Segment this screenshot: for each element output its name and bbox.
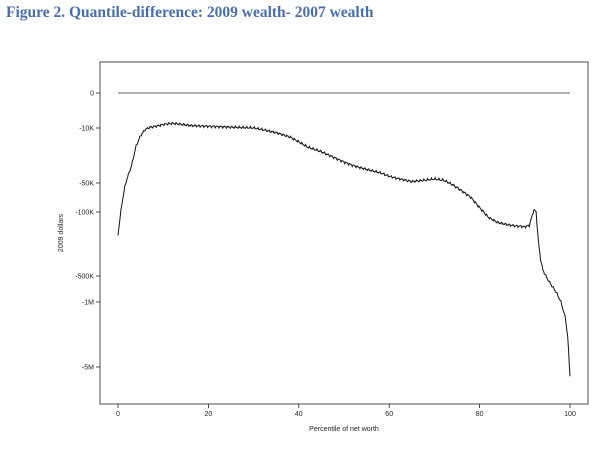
y-tick-label: -5M — [82, 365, 94, 372]
x-axis: 0 20 40 60 80 100 — [116, 404, 576, 418]
x-tick-label: 80 — [476, 411, 484, 418]
y-tick-label: -100K — [75, 210, 94, 217]
y-tick-label: -10K — [79, 126, 94, 133]
y-tick-label: 0 — [90, 91, 94, 98]
x-tick-label: 20 — [205, 411, 213, 418]
y-axis: 0 -10K -50K -100K -500K -1M -5M — [75, 91, 100, 372]
y-tick-label: -1M — [82, 300, 94, 307]
x-tick-label: 100 — [564, 411, 576, 418]
figure-title: Figure 2. Quantile-difference: 2009 weal… — [6, 4, 374, 21]
series-line — [117, 121, 571, 377]
plot-frame — [99, 61, 589, 405]
y-tick-label: -500K — [75, 274, 94, 281]
x-tick-label: 60 — [385, 411, 393, 418]
x-tick-label: 0 — [116, 411, 120, 418]
x-tick-label: 40 — [295, 411, 303, 418]
y-tick-label: -50K — [79, 181, 94, 188]
x-axis-title: Percentile of net worth — [309, 426, 379, 433]
y-axis-title: 2009 dollars — [58, 213, 65, 252]
